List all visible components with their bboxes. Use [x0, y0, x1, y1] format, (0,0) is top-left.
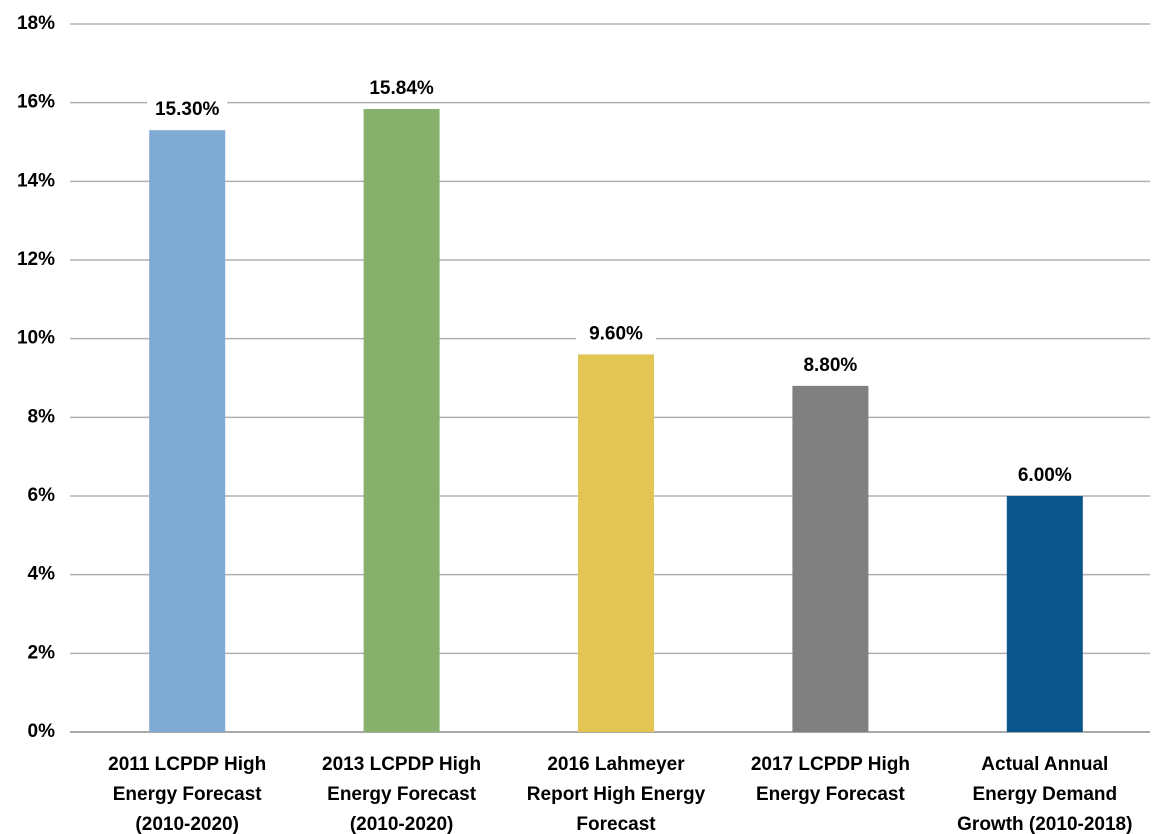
- value-label-bg: [576, 320, 656, 347]
- x-tick-label: 2013 LCPDP High Energy Forecast (2010-2020…: [322, 754, 481, 834]
- x-tick-label: 2016 Lahmeyer Report High Energy Forecast: [527, 754, 706, 834]
- value-label-bg: [1004, 462, 1085, 488]
- value-label: 9.60%: [589, 323, 643, 344]
- value-label-bg: [147, 96, 228, 123]
- y-tick-label: 6%: [28, 485, 56, 506]
- x-tick-label: 2011 LCPDP High Energy Forecast (2010-2020…: [108, 754, 266, 834]
- y-tick-label: 16%: [17, 92, 55, 113]
- y-tick-label: 12%: [17, 249, 55, 270]
- bar: [578, 354, 654, 732]
- bar: [363, 108, 440, 732]
- x-tick-label: Actual Annual Energy Demand Growth (2010-2…: [957, 754, 1132, 834]
- bar: [149, 130, 226, 732]
- y-tick-label: 14%: [17, 170, 55, 191]
- value-label: 6.00%: [1018, 465, 1072, 486]
- value-label: 15.84%: [369, 78, 434, 99]
- bar: [1006, 496, 1083, 732]
- value-label: 15.30%: [155, 99, 220, 120]
- x-tick-label: 2017 LCPDP High Energy Forecast: [751, 754, 910, 805]
- y-tick-label: 8%: [28, 406, 56, 427]
- y-tick-label: 10%: [17, 328, 55, 349]
- value-label: 8.80%: [803, 355, 857, 376]
- y-tick-label: 0%: [28, 721, 56, 742]
- y-tick-label: 18%: [17, 13, 55, 34]
- value-label-bg: [361, 74, 442, 101]
- value-label-bg: [790, 351, 871, 378]
- bar: [792, 385, 869, 732]
- y-tick-label: 2%: [28, 642, 56, 663]
- y-tick-label: 4%: [28, 564, 56, 585]
